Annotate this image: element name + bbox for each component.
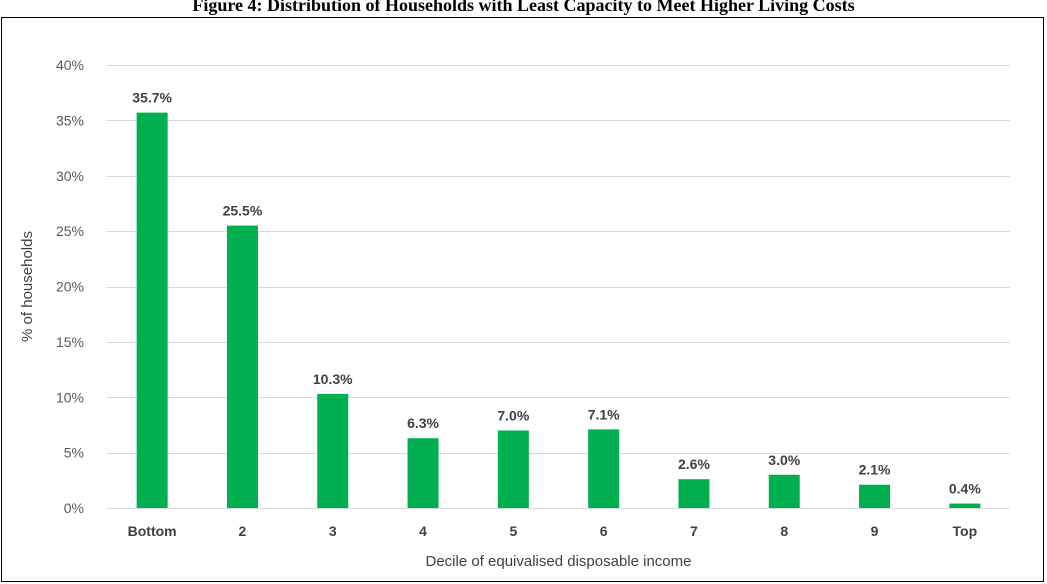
data-label: 2.1% <box>859 462 891 478</box>
x-tick-label: 5 <box>509 523 517 539</box>
bar <box>588 429 620 508</box>
x-tick-label: 2 <box>239 523 247 539</box>
y-tick-label: 5% <box>64 445 84 461</box>
bar <box>226 225 258 508</box>
data-label: 7.0% <box>497 407 529 423</box>
x-tick-label: Bottom <box>128 523 177 539</box>
y-tick-label: 35% <box>56 112 84 128</box>
bar <box>859 484 891 508</box>
x-tick-label: 7 <box>690 523 698 539</box>
y-tick-label: 20% <box>56 279 84 295</box>
y-tick-label: 40% <box>56 57 84 73</box>
data-label: 0.4% <box>949 481 981 497</box>
data-label: 35.7% <box>132 90 172 106</box>
chart-frame: 0% 5% 10% 15% 20% 25% 30% 35% 40% 35.7% 25.5% 10.3… <box>1 17 1044 582</box>
data-labels: 35.7% 25.5% 10.3% 6.3% 7.0% 7.1% 2.6% 3.0% 2.1% 0… <box>132 90 981 497</box>
y-tick-label: 10% <box>56 389 84 405</box>
x-axis-title: Decile of equivalised disposable income <box>426 553 692 570</box>
y-axis-title: % of households <box>19 231 36 342</box>
x-tick-label: Top <box>953 523 978 539</box>
y-tick-label: 15% <box>56 334 84 350</box>
bar <box>768 474 800 508</box>
y-tick-label: 0% <box>64 500 84 516</box>
bar-chart: 0% 5% 10% 15% 20% 25% 30% 35% 40% 35.7% 25.5% 10.3… <box>19 57 1010 570</box>
x-tick-label: 9 <box>871 523 879 539</box>
bars <box>136 112 981 508</box>
bar <box>497 430 529 508</box>
x-tick-label: 3 <box>329 523 337 539</box>
data-label: 25.5% <box>223 203 263 219</box>
x-tick-label: 8 <box>780 523 788 539</box>
y-tick-label: 30% <box>56 168 84 184</box>
y-axis-tick-labels: 0% 5% 10% 15% 20% 25% 30% 35% 40% <box>56 57 84 516</box>
data-label: 7.1% <box>588 406 620 422</box>
x-tick-label: 6 <box>600 523 608 539</box>
y-tick-label: 25% <box>56 223 84 239</box>
x-axis-tick-labels: Bottom 2 3 4 5 6 7 8 9 Top <box>128 523 978 539</box>
bar <box>949 503 981 508</box>
data-label: 2.6% <box>678 456 710 472</box>
data-label: 6.3% <box>407 415 439 431</box>
data-label: 3.0% <box>768 452 800 468</box>
bar <box>136 112 168 508</box>
data-label: 10.3% <box>313 371 353 387</box>
x-tick-label: 4 <box>419 523 427 539</box>
bar <box>407 438 439 508</box>
bar <box>678 479 710 508</box>
bar <box>317 393 349 508</box>
figure-title: Figure 4: Distribution of Households wit… <box>192 0 855 15</box>
